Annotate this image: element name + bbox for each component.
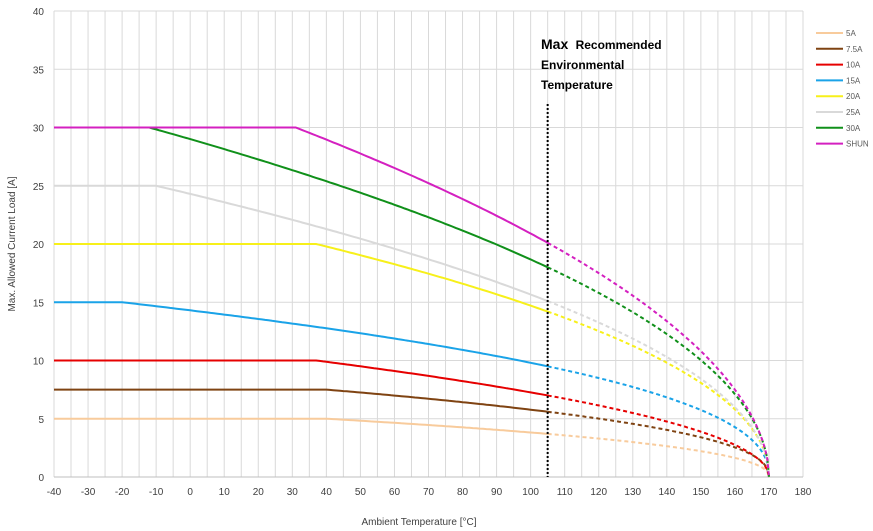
series-line-10a — [54, 359, 548, 397]
x-tick-label: 30 — [287, 487, 299, 498]
series-line-7.5a — [54, 388, 548, 413]
series-line-dashed-30a — [547, 266, 770, 478]
series-layer — [54, 126, 770, 478]
annotation-line-3: Temperature — [541, 78, 613, 92]
legend-label-25a: 25A — [846, 108, 861, 117]
series-line-dashed-10a — [547, 394, 770, 478]
series-line-dashed-shun — [547, 241, 770, 478]
y-tick-label: 20 — [33, 240, 45, 251]
x-tick-label: 0 — [187, 487, 193, 498]
annotation-line-1: Max Recommended — [541, 36, 662, 52]
series-line-dashed-7.5a — [547, 410, 770, 478]
series-line-dashed-25a — [547, 300, 770, 478]
y-tick-label: 40 — [33, 7, 45, 18]
x-tick-label: 50 — [355, 487, 367, 498]
x-tick-label: 90 — [491, 487, 503, 498]
annotation-bold-word: Max — [541, 36, 568, 52]
legend-label-7.5a: 7.5A — [846, 45, 863, 54]
x-tick-label: -10 — [149, 487, 164, 498]
y-tick-label: 10 — [33, 357, 45, 368]
x-axis-ticks: -40 -30 -20 -10 0 10 20 30 40 50 60 70 80 90 100 110 120… — [47, 487, 812, 498]
x-tick-label: -30 — [81, 487, 96, 498]
x-tick-label: 130 — [624, 487, 641, 498]
x-tick-label: 60 — [389, 487, 401, 498]
x-tick-label: 100 — [522, 487, 539, 498]
x-tick-label: 120 — [590, 487, 607, 498]
legend-label-30a: 30A — [846, 124, 861, 133]
series-line-dashed-5a — [547, 432, 770, 478]
x-tick-label: 180 — [795, 487, 812, 498]
y-tick-label: 5 — [38, 415, 44, 426]
x-tick-label: 140 — [658, 487, 675, 498]
y-tick-label: 0 — [38, 473, 44, 484]
y-axis-title: Max. Allowed Current Load [A] — [7, 176, 18, 311]
series-line-dashed-20a — [547, 310, 770, 478]
y-axis-ticks: 0 5 10 15 20 25 30 35 40 — [33, 7, 45, 484]
legend: 5A 7.5A 10A 15A 20A 25A 30A SHUN — [816, 29, 869, 149]
y-tick-label: 35 — [33, 65, 45, 76]
legend-label-shun: SHUN — [846, 140, 869, 149]
y-tick-label: 15 — [33, 298, 45, 309]
x-tick-label: 10 — [219, 487, 231, 498]
x-tick-label: 40 — [321, 487, 333, 498]
x-tick-label: 150 — [693, 487, 710, 498]
series-line-30a — [54, 126, 549, 269]
x-tick-label: 160 — [727, 487, 744, 498]
series-line-15a — [54, 301, 548, 368]
y-tick-label: 25 — [33, 182, 45, 193]
x-tick-label: 70 — [423, 487, 435, 498]
x-tick-label: 20 — [253, 487, 265, 498]
legend-label-20a: 20A — [846, 92, 861, 101]
annotation-rest-word: Recommended — [576, 38, 662, 52]
x-tick-label: 170 — [761, 487, 778, 498]
x-tick-label: -40 — [47, 487, 62, 498]
series-line-25a — [54, 184, 549, 303]
x-tick-label: 110 — [557, 487, 573, 498]
x-axis-title: Ambient Temperature [°C] — [362, 517, 477, 528]
x-tick-label: -20 — [115, 487, 130, 498]
annotation-line-2: Environmental — [541, 58, 624, 72]
series-line-dashed-15a — [547, 365, 770, 478]
legend-label-10a: 10A — [846, 61, 861, 70]
legend-label-5a: 5A — [846, 29, 856, 38]
y-tick-label: 30 — [33, 124, 45, 135]
legend-label-15a: 15A — [846, 76, 861, 85]
x-tick-label: 80 — [457, 487, 469, 498]
series-line-5a — [54, 417, 548, 435]
series-line-shun — [54, 126, 549, 244]
series-line-20a — [54, 243, 549, 313]
